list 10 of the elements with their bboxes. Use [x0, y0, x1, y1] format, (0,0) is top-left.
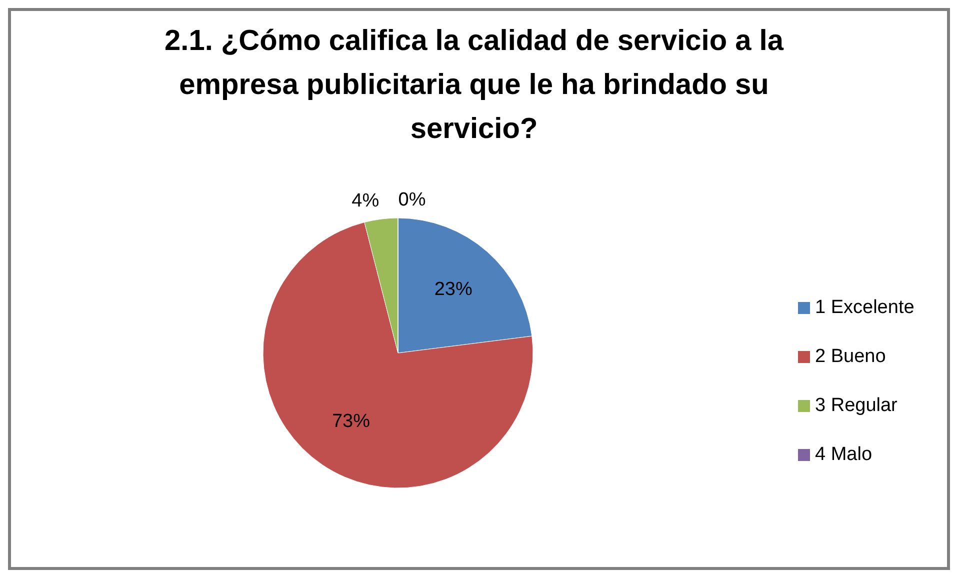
text: 0% [398, 190, 426, 211]
legend-label: 1 Excelente [815, 297, 914, 318]
legend-label: 3 Regular [815, 395, 898, 416]
legend-label: 2 Bueno [815, 346, 886, 368]
data-label: 73% [332, 411, 370, 432]
pie-slice [262, 222, 534, 488]
legend-label: 4 Malo [815, 444, 872, 466]
chart-title: 2.1. ¿Cómo califica la calidad de servicio a la empresa publicitaria que le ha brindado su servicio? [164, 25, 784, 145]
data-label: 4% [352, 190, 380, 212]
data-label: 23% [434, 279, 472, 300]
